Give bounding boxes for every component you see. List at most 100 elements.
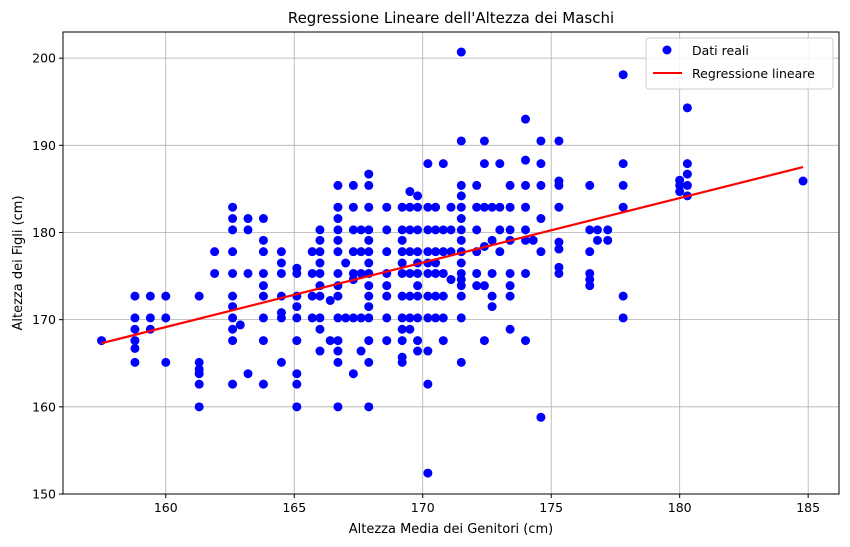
data-point [536,180,546,190]
data-point [413,225,423,235]
data-point [413,346,423,356]
data-point [333,214,343,224]
data-point [228,291,238,301]
data-point [505,180,515,190]
data-point [307,291,317,301]
data-point [382,281,392,291]
data-point [554,237,564,247]
data-point [431,268,441,278]
data-point [456,191,466,201]
data-point [228,379,238,389]
data-point [364,291,374,301]
data-point [315,268,325,278]
data-point [405,324,415,334]
data-point [307,268,317,278]
data-point [333,336,343,346]
data-point [333,402,343,412]
data-point [364,336,374,346]
data-point [618,313,628,323]
data-point [505,202,515,212]
data-point [487,268,497,278]
data-point [356,225,366,235]
data-point [536,159,546,169]
data-point [456,281,466,291]
data-point [431,225,441,235]
data-point [397,235,407,245]
data-point [228,247,238,257]
data-point [397,291,407,301]
x-tick-label: 185 [796,500,820,515]
data-point [413,313,423,323]
data-point [228,336,238,346]
data-point [479,202,489,212]
data-point [333,202,343,212]
data-point [228,313,238,323]
data-point [413,268,423,278]
data-point [258,336,268,346]
data-point [194,369,204,379]
data-point [472,225,482,235]
y-tick-label: 200 [32,51,56,66]
data-point [382,313,392,323]
x-tick-label: 175 [539,500,563,515]
data-point [243,225,253,235]
y-tick-label: 160 [32,399,56,414]
data-point [333,346,343,356]
chart-title: Regressione Lineare dell'Altezza dei Mas… [288,9,614,27]
data-point [505,281,515,291]
data-point [315,291,325,301]
data-point [438,336,448,346]
data-point [292,379,302,389]
data-point [348,313,358,323]
data-point [145,313,155,323]
data-point [276,247,286,257]
data-point [618,291,628,301]
data-point [243,214,253,224]
data-point [405,291,415,301]
data-point [405,268,415,278]
data-point [356,247,366,257]
y-tick-label: 150 [32,487,56,502]
data-point [528,235,538,245]
data-point [487,202,497,212]
data-point [258,313,268,323]
data-point [405,225,415,235]
x-tick-label: 170 [411,500,435,515]
data-point [258,281,268,291]
data-point [405,313,415,323]
data-point [521,268,531,278]
data-point [325,295,335,305]
data-point [382,336,392,346]
data-point [423,247,433,257]
data-point [554,136,564,146]
scatter-points [97,47,808,478]
data-point [456,214,466,224]
data-point [431,202,441,212]
legend-box [645,37,834,90]
data-point [554,202,564,212]
data-point [228,324,238,334]
data-point [333,268,343,278]
data-point [194,402,204,412]
data-point [505,225,515,235]
data-point [413,247,423,257]
data-point [130,336,140,346]
x-axis-label: Altezza Media dei Genitori (cm) [349,522,554,537]
data-point [97,336,107,346]
data-point [348,247,358,257]
data-point [431,313,441,323]
data-point [456,180,466,190]
data-point [364,225,374,235]
data-point [276,357,286,367]
data-point [585,247,595,257]
data-point [315,313,325,323]
data-point [315,247,325,257]
data-point [292,336,302,346]
data-point [521,336,531,346]
data-point [487,291,497,301]
regression-line-layer [101,166,804,345]
data-point [364,302,374,312]
data-point [364,313,374,323]
data-point [333,225,343,235]
data-point [130,324,140,334]
